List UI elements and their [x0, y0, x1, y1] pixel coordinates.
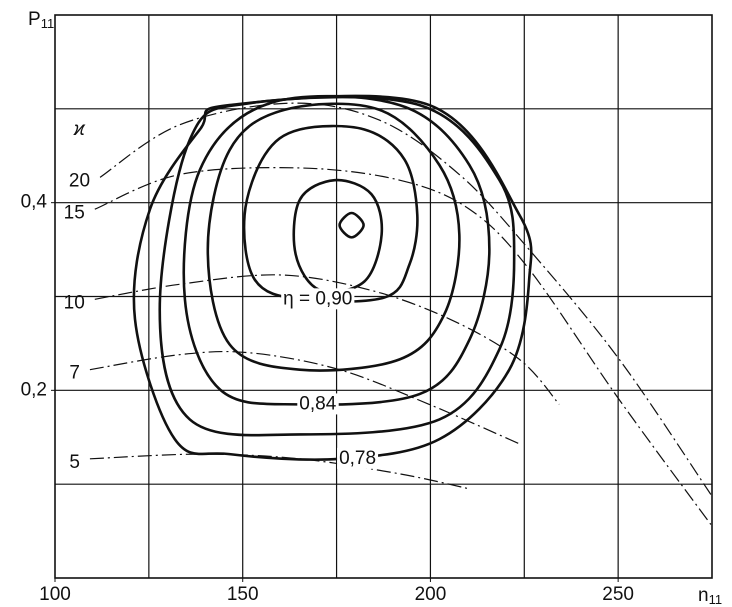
kappa-label: ϰ — [73, 119, 86, 140]
efficiency-label: 0,78 — [339, 448, 376, 469]
axis-label-base: P — [28, 9, 41, 30]
efficiency-contour — [182, 94, 491, 406]
efficiency-contour — [242, 124, 419, 303]
guide-vane-label: 10 — [64, 292, 85, 313]
guide-vane-label: 7 — [69, 363, 80, 384]
guide-vane-label: 20 — [69, 170, 90, 191]
efficiency-contour — [206, 102, 461, 372]
efficiency-contour — [338, 211, 365, 239]
guide-vane-label: 15 — [64, 202, 85, 223]
efficiency-label: η = 0,90 — [283, 288, 352, 309]
y-tick-label: 0,2 — [21, 379, 47, 400]
label-background — [297, 393, 339, 415]
x-tick-label: 200 — [415, 584, 447, 605]
x-tick-label: 100 — [39, 584, 71, 605]
y-tick-label: 0,4 — [21, 192, 48, 213]
axis-label-sub: 11 — [41, 16, 55, 31]
label-background — [281, 288, 355, 310]
y-label: P11 — [28, 9, 54, 31]
guide-vane-curve — [89, 350, 520, 445]
guide-vane-curve — [94, 167, 712, 525]
guide-vane-label: 5 — [69, 452, 80, 473]
efficiency-contour — [158, 95, 516, 437]
x-tick-label: 150 — [227, 584, 259, 605]
x-tick-label: 250 — [602, 584, 634, 605]
label-background — [337, 447, 379, 469]
x-label: n11 — [698, 585, 722, 607]
guide-vane-curve — [99, 102, 712, 495]
axis-label-sub: 11 — [709, 592, 723, 607]
efficiency-contour — [292, 178, 384, 294]
plot-frame — [54, 14, 713, 579]
efficiency-label: 0,84 — [299, 393, 336, 414]
axis-label-base: n — [698, 585, 709, 606]
